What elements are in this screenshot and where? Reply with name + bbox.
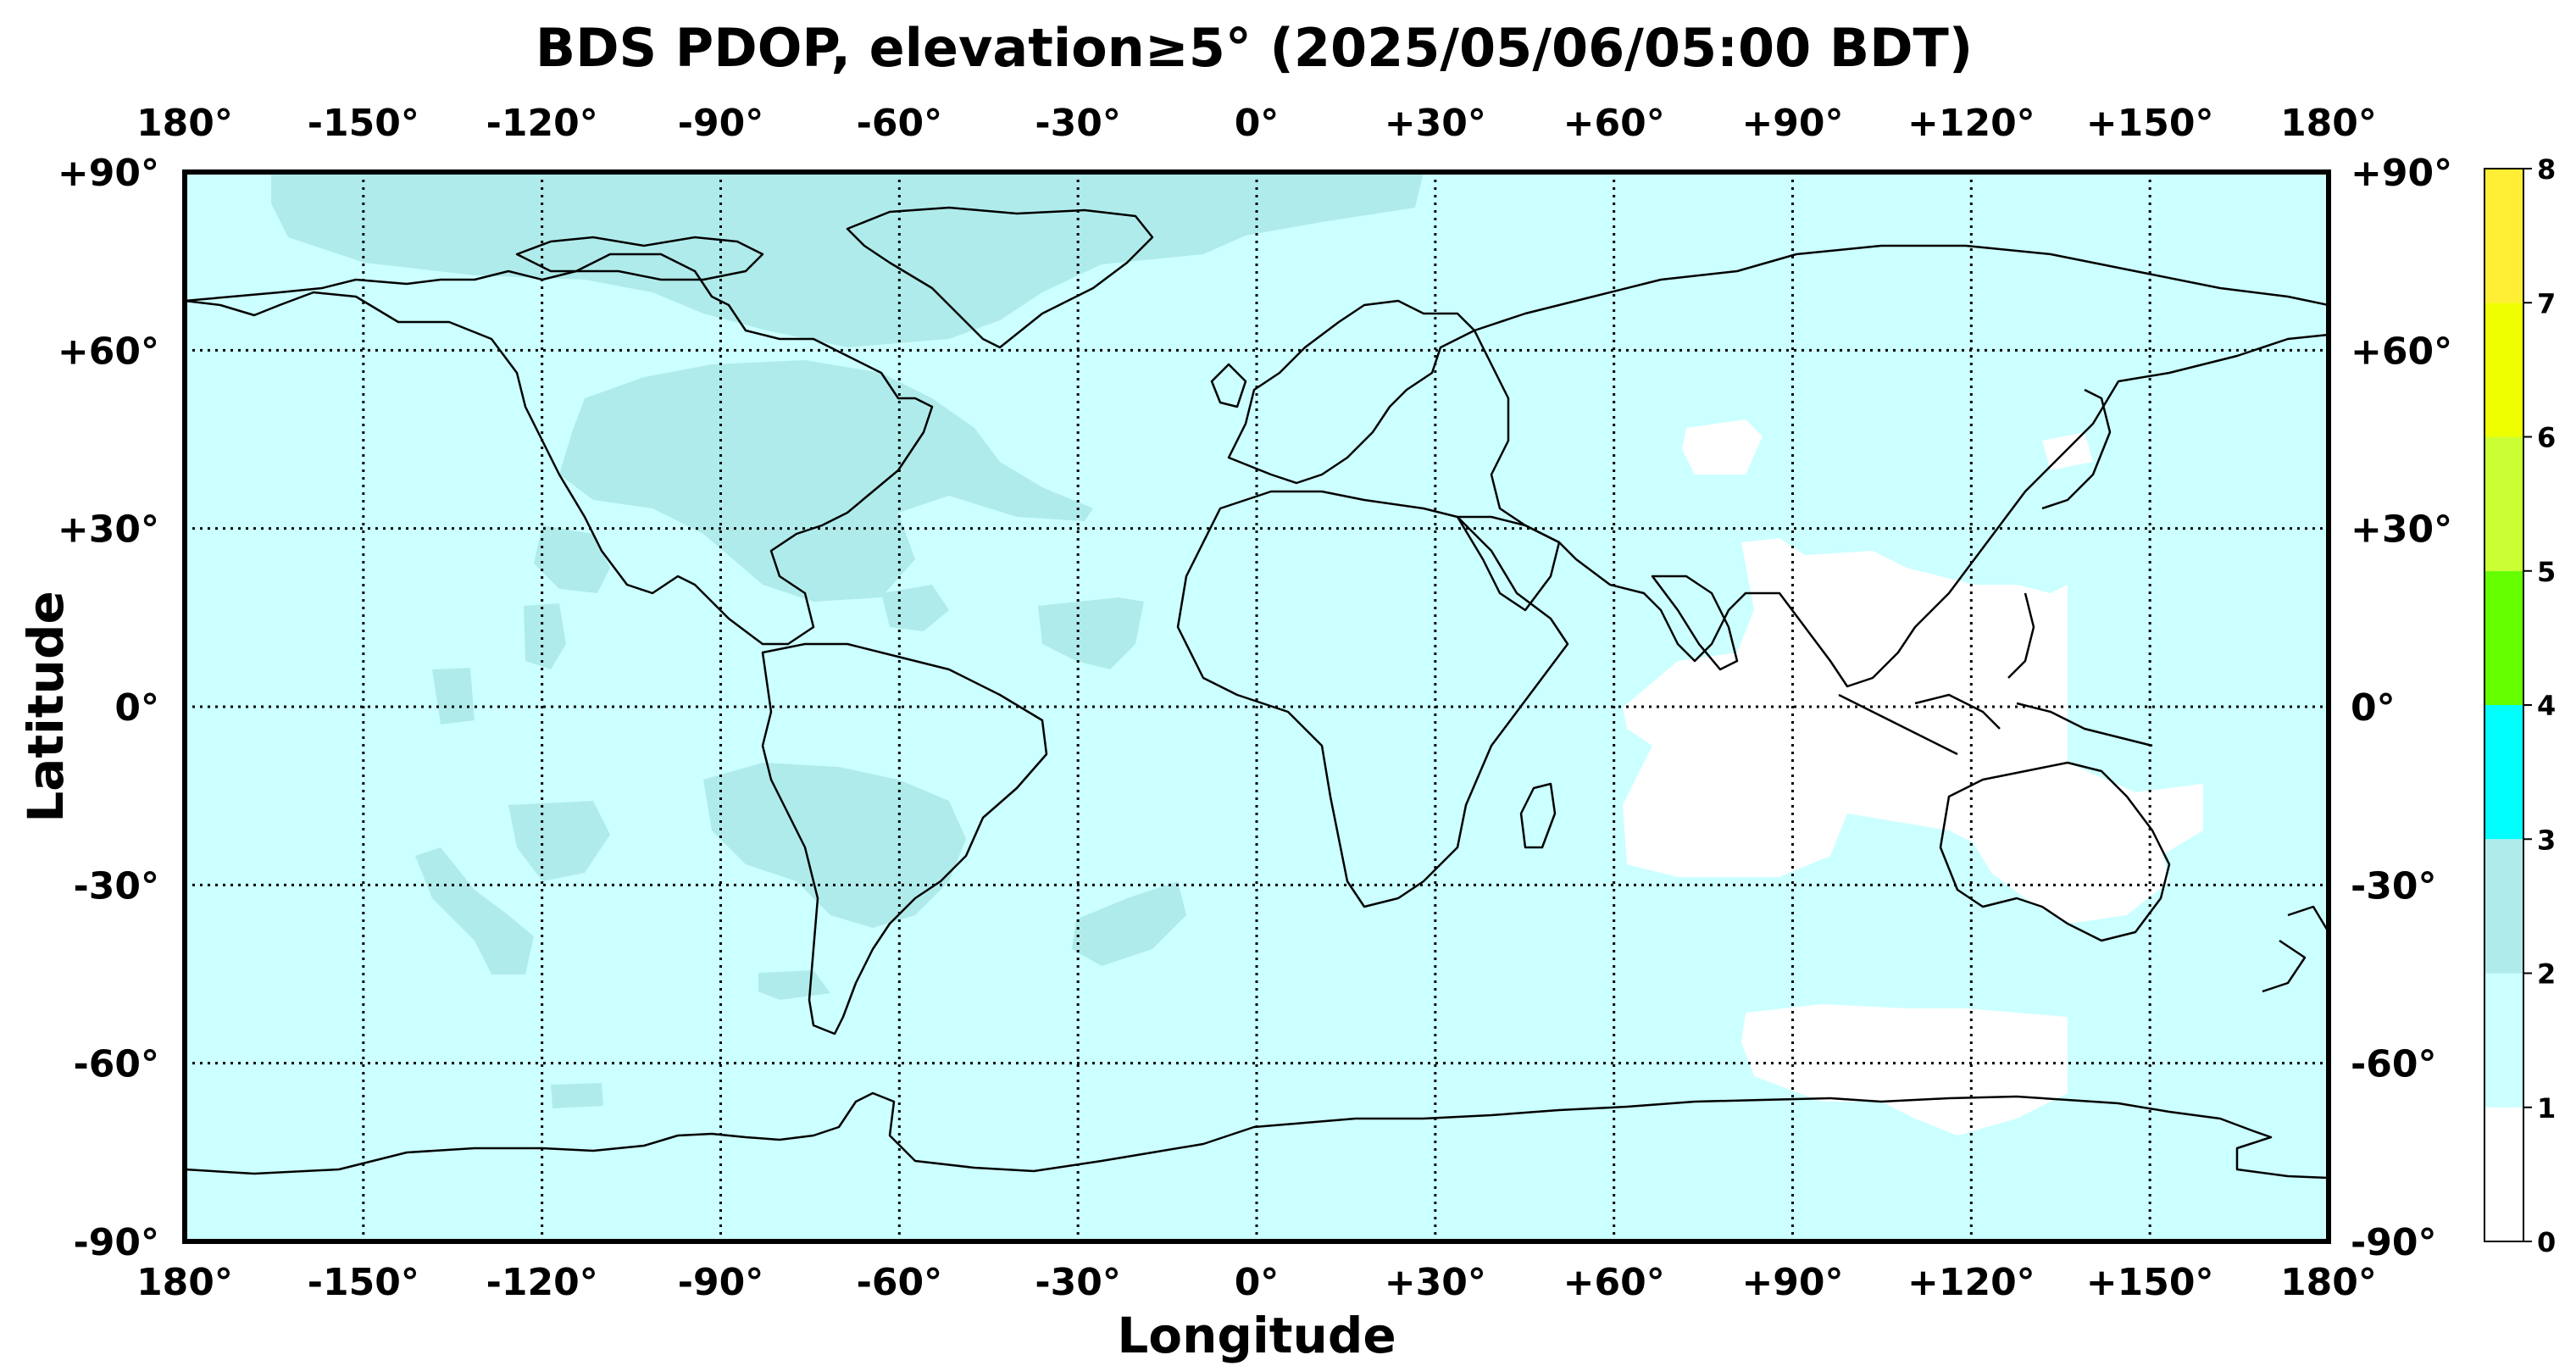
- colorbar-tick-label: 8: [2537, 153, 2556, 186]
- colorbar-bin: [2484, 839, 2523, 974]
- pdop-region-mid-atlantic: [1038, 597, 1144, 669]
- pdop-region-south-america: [703, 763, 966, 928]
- pdop-region-australia: [1966, 763, 2169, 924]
- lon-tick-label-top: +60°: [1563, 102, 1665, 145]
- longitude-ticks-top: 180° -150° -120° -90° -60° -30° 0° +30° +60° +90°…: [136, 102, 2377, 145]
- coastlines: [185, 206, 2329, 1180]
- lon-tick-label-top: +30°: [1385, 102, 1486, 145]
- lon-tick-label-top: 180°: [136, 102, 233, 145]
- coastline-arabia-india: [1456, 515, 1739, 671]
- lat-tick-label-right: +90°: [2351, 152, 2452, 195]
- colorbar-bin: [2484, 169, 2523, 303]
- colorbar-bin: [2484, 1107, 2523, 1241]
- lon-tick-label-top: -60°: [857, 102, 943, 145]
- lon-tick-label-top: +120°: [1907, 102, 2035, 145]
- coastline-japan: [2041, 388, 2112, 510]
- latitude-ticks-left: +90° +60° +30° 0° -30° -60° -90°: [58, 152, 159, 1264]
- lat-tick-label-right: -30°: [2351, 864, 2437, 908]
- lat-tick-label-left: -60°: [74, 1043, 160, 1086]
- lat-tick-label-left: +90°: [58, 152, 159, 195]
- pdop-region-south-pacific-3: [758, 970, 830, 1000]
- pdop-region-caribbean: [881, 585, 949, 631]
- lon-tick-label-bottom: -150°: [308, 1261, 419, 1304]
- colorbar-bin: [2484, 705, 2523, 840]
- longitude-ticks-bottom: 180° -150° -120° -90° -60° -30° 0° +30° +60° +90°…: [136, 1261, 2377, 1304]
- pdop-region-southern-ocean: [551, 1083, 603, 1108]
- graticule-grid: [185, 172, 2329, 1241]
- coastline-uk: [1210, 363, 1247, 408]
- colorbar-tick-label: 3: [2537, 824, 2556, 856]
- lon-tick-label-bottom: -60°: [857, 1261, 943, 1304]
- coastline-asia: [1473, 244, 2329, 688]
- map-plot-area: [185, 172, 2329, 1241]
- lon-tick-label-top: +150°: [2086, 102, 2214, 145]
- lat-tick-label-left: -90°: [74, 1221, 160, 1264]
- lat-tick-label-right: +60°: [2351, 330, 2452, 373]
- lat-tick-label-right: -60°: [2351, 1043, 2437, 1086]
- latitude-ticks-right: +90° +60° +30° 0° -30° -60° -90°: [2351, 152, 2452, 1264]
- coastline-greenland: [846, 206, 1154, 349]
- colorbar-tick-label: 1: [2537, 1092, 2556, 1124]
- colorbar-bin: [2484, 436, 2523, 571]
- coastline-new-zealand: [2262, 905, 2329, 993]
- colorbar-tick-label: 6: [2537, 422, 2556, 454]
- lon-tick-label-top: -150°: [308, 102, 419, 145]
- lon-tick-label-bottom: +90°: [1741, 1261, 1843, 1304]
- coastline-madagascar: [1519, 782, 1557, 849]
- pdop-region-mexico: [534, 525, 610, 593]
- colorbar-bin: [2484, 303, 2523, 437]
- coastline-arctic-islands: [515, 236, 764, 281]
- colorbar-tick-label: 2: [2537, 958, 2556, 991]
- lon-tick-label-bottom: -120°: [486, 1261, 598, 1304]
- pdop-region-south-atlantic: [1072, 881, 1186, 966]
- lat-tick-label-right: 0°: [2351, 686, 2396, 730]
- colorbar-tick-label: 7: [2537, 287, 2556, 319]
- lat-tick-label-left: 0°: [114, 686, 159, 730]
- coastline-africa: [1176, 490, 1569, 908]
- map-frame: [182, 169, 2331, 1244]
- lon-tick-label-bottom: +150°: [2086, 1261, 2214, 1304]
- lon-tick-label-top: -30°: [1035, 102, 1121, 145]
- lon-tick-label-bottom: +30°: [1385, 1261, 1486, 1304]
- pdop-region-south-pacific-2: [415, 847, 534, 975]
- colorbar-tick-label: 0: [2537, 1226, 2556, 1258]
- coastline-antarctica: [185, 1091, 2329, 1180]
- lon-tick-label-top: +90°: [1741, 102, 1843, 145]
- pdop-region-north-america: [559, 360, 1093, 602]
- lon-tick-label-bottom: +120°: [1907, 1261, 2035, 1304]
- coastline-australia: [1939, 761, 2171, 942]
- pdop-region-central-asia: [1682, 419, 1763, 475]
- colorbar-tick-label: 4: [2537, 690, 2556, 722]
- pdop-region-east-pacific: [524, 603, 566, 669]
- pdop-region-antarctic-coast: [1741, 1004, 2068, 1136]
- lon-tick-label-bottom: +60°: [1563, 1261, 1665, 1304]
- lat-tick-label-right: +30°: [2351, 508, 2452, 552]
- map-title: BDS PDOP, elevation≥5° (2025/05/06/05:00…: [536, 17, 1973, 79]
- pdop-region-south-pacific-1: [508, 801, 610, 881]
- x-axis-title: Longitude: [1117, 1307, 1396, 1364]
- colorbar-bin: [2484, 973, 2523, 1108]
- lat-tick-label-left: +60°: [58, 330, 159, 373]
- pdop-colorbar: 0 1 2 3 4 5 6 7 8: [2484, 153, 2556, 1258]
- lon-tick-label-bottom: -90°: [678, 1261, 764, 1304]
- lon-tick-label-bottom: 0°: [1235, 1261, 1280, 1304]
- lon-tick-label-bottom: 180°: [136, 1261, 233, 1304]
- lat-tick-label-left: -30°: [74, 864, 160, 908]
- lat-tick-label-right: -90°: [2351, 1221, 2437, 1264]
- coastline-south-america: [761, 642, 1048, 1036]
- lat-tick-label-left: +30°: [58, 508, 159, 552]
- lon-tick-label-bottom: 180°: [2280, 1261, 2377, 1304]
- pdop-regions-below-1: [1623, 419, 2203, 1136]
- y-axis-title: Latitude: [17, 591, 75, 823]
- colorbar-tick-label: 5: [2537, 556, 2556, 588]
- lon-tick-label-bottom: -30°: [1035, 1261, 1121, 1304]
- lon-tick-label-top: -90°: [678, 102, 764, 145]
- lon-tick-label-top: -120°: [486, 102, 598, 145]
- colorbar-bin: [2484, 570, 2523, 705]
- lon-tick-label-top: 0°: [1235, 102, 1280, 145]
- pdop-region-pacific-small: [432, 668, 475, 725]
- coastline-southeast-asia-islands: [1838, 592, 2153, 756]
- lon-tick-label-top: 180°: [2280, 102, 2377, 145]
